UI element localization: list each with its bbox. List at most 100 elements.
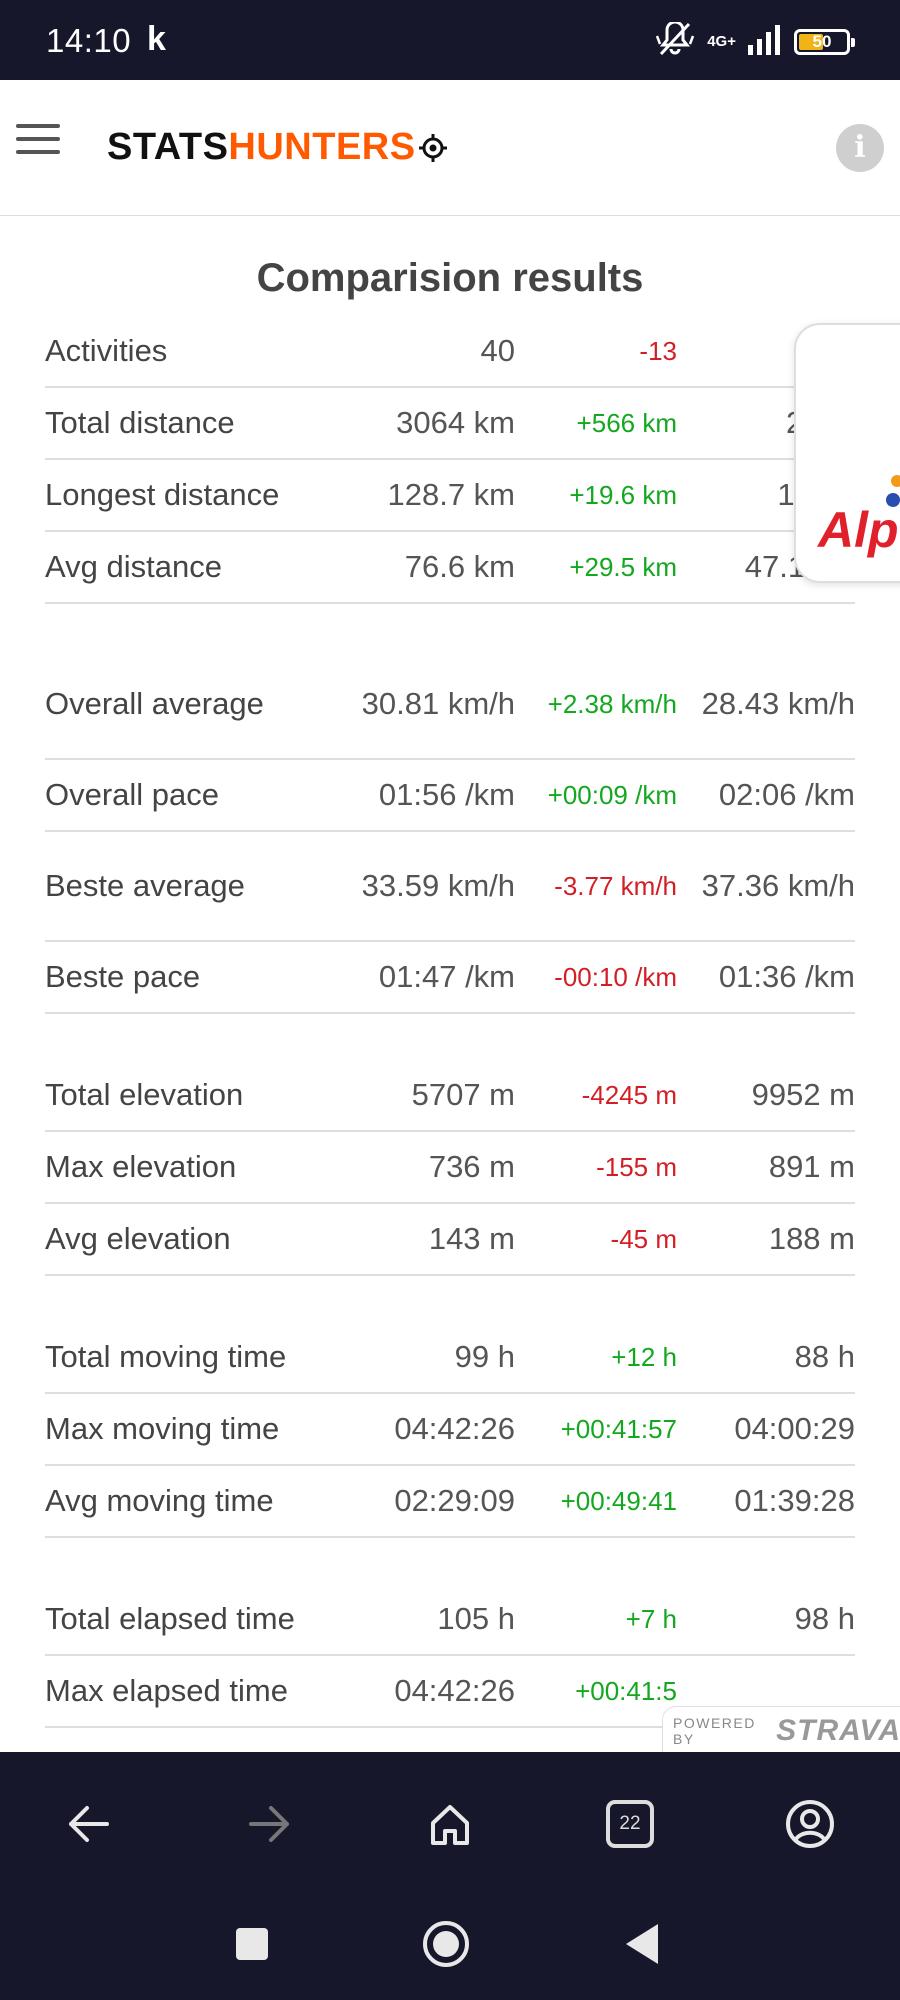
row-value: 01:47 /km (378, 959, 515, 994)
row-value: 02:29:09 (394, 1483, 515, 1518)
row-label: Avg distance (45, 549, 222, 584)
tab-count: 22 (606, 1800, 654, 1848)
page-title: Comparision results (256, 256, 644, 300)
row-diff: -155 m (596, 1151, 677, 1182)
triangle-back-icon[interactable] (612, 1914, 672, 1974)
row-compare-value: 891 m (768, 1149, 855, 1184)
system-nav-bar (0, 1896, 900, 2000)
powered-by-label: POWERED BY (673, 1715, 756, 1747)
row-compare-value: 88 h (794, 1339, 855, 1374)
row-diff: -13 (639, 335, 677, 366)
row-value: 04:42:26 (394, 1673, 515, 1708)
square-icon[interactable] (222, 1914, 282, 1974)
row-value: 30.81 km/h (361, 686, 515, 721)
row-value: 76.6 km (404, 549, 515, 584)
circle-icon[interactable] (416, 1914, 476, 1974)
row-diff: +2.38 km/h (547, 688, 677, 719)
logo-dot-orange (891, 475, 900, 487)
row-label: Total moving time (45, 1339, 287, 1374)
row-diff: -4245 m (581, 1079, 677, 1110)
table-row: Avg elevation 143 m -45 m 188 m (45, 1204, 855, 1276)
info-icon[interactable]: i (836, 124, 884, 172)
content-area[interactable]: Comparision results Activities 40 -13 Total… (0, 216, 900, 1752)
notification-icon: k (147, 20, 166, 58)
row-diff: +00:09 /km (547, 779, 677, 810)
strava-logo: STRAVA (776, 1714, 900, 1747)
row-diff: +00:49:41 (560, 1485, 677, 1516)
powered-by-strava-badge[interactable]: POWERED BY STRAVA (662, 1706, 900, 1752)
account-icon[interactable] (782, 1796, 838, 1852)
row-value: 3064 km (396, 405, 515, 440)
battery-fill (799, 34, 823, 50)
app-logo[interactable]: STATS HUNTERS (107, 126, 448, 169)
row-label: Overall average (45, 686, 264, 721)
browser-toolbar: 22 (0, 1752, 900, 1896)
row-diff: -00:10 /km (554, 961, 677, 992)
menu-icon[interactable] (16, 124, 60, 158)
row-compare-value: 01:39:28 (734, 1483, 855, 1518)
row-label: Avg moving time (45, 1483, 274, 1518)
logo-dot-blue (886, 493, 900, 507)
table-row: Total elapsed time 105 h +7 h 98 h (45, 1584, 855, 1656)
table-row: Beste pace 01:47 /km -00:10 /km 01:36 /km (45, 942, 855, 1014)
row-label: Total elapsed time (45, 1601, 295, 1636)
side-ad-card[interactable]: Alp (794, 323, 900, 583)
row-compare-value: 98 h (794, 1601, 855, 1636)
row-diff: +29.5 km (569, 551, 677, 582)
row-diff: +19.6 km (569, 479, 677, 510)
row-value: 04:42:26 (394, 1411, 515, 1446)
comparison-table: Activities 40 -13 Total distance 3064 km +566… (45, 316, 855, 1728)
row-value: 40 (480, 333, 515, 368)
home-icon[interactable] (422, 1796, 478, 1852)
back-arrow-icon[interactable] (60, 1796, 116, 1852)
row-label: Activities (45, 333, 168, 368)
row-label: Max elapsed time (45, 1673, 288, 1708)
table-row: Avg moving time 02:29:09 +00:49:41 01:39:28 (45, 1466, 855, 1538)
row-value: 736 m (428, 1149, 515, 1184)
signal-icon (748, 24, 782, 60)
table-row: Overall average 30.81 km/h +2.38 km/h 28.43… (45, 650, 855, 760)
row-compare-value: 01:36 /km (718, 959, 855, 994)
row-label: Max elevation (45, 1149, 237, 1184)
app-header: STATS HUNTERS i (0, 80, 900, 216)
row-label: Beste average (45, 868, 245, 903)
table-row: Activities 40 -13 (45, 316, 855, 388)
side-card-logo-text: Alp (818, 502, 899, 558)
row-value: 128.7 km (387, 477, 515, 512)
row-compare-value: 28.43 km/h (701, 686, 855, 721)
row-compare-value: 37.36 km/h (701, 868, 855, 903)
table-row: Max elapsed time 04:42:26 +00:41:5 (45, 1656, 855, 1728)
row-label: Overall pace (45, 777, 220, 812)
table-row: Beste average 33.59 km/h -3.77 km/h 37.36 k… (45, 832, 855, 942)
row-value: 99 h (454, 1339, 515, 1374)
row-value: 105 h (437, 1601, 515, 1636)
tabs-icon[interactable]: 22 (602, 1796, 658, 1852)
row-compare-value: 04:00:29 (734, 1411, 855, 1446)
row-diff: -45 m (610, 1223, 677, 1254)
row-label: Avg elevation (45, 1221, 231, 1256)
row-label: Max moving time (45, 1411, 280, 1446)
row-diff: +566 km (576, 407, 677, 438)
row-value: 5707 m (411, 1077, 515, 1112)
table-row: Overall pace 01:56 /km +00:09 /km 02:06 /km (45, 760, 855, 832)
row-diff: +7 h (625, 1603, 677, 1634)
row-diff: +00:41:5 (575, 1675, 677, 1706)
table-row: Total moving time 99 h +12 h 88 h (45, 1322, 855, 1394)
table-row: Total elevation 5707 m -4245 m 9952 m (45, 1060, 855, 1132)
row-diff: -3.77 km/h (554, 870, 677, 901)
table-row: Max elevation 736 m -155 m 891 m (45, 1132, 855, 1204)
row-diff: +00:41:57 (560, 1413, 677, 1444)
row-label: Beste pace (45, 959, 201, 994)
row-compare-value: 9952 m (751, 1077, 855, 1112)
status-icons: 4G+ 50 (655, 20, 855, 63)
row-value: 01:56 /km (378, 777, 515, 812)
mute-vibrate-icon (655, 20, 695, 63)
network-type: 4G+ (707, 33, 736, 50)
battery-icon: 50 (794, 29, 855, 55)
battery-level: 50 (812, 32, 832, 51)
row-compare-value: 02:06 /km (718, 777, 855, 812)
forward-arrow-icon[interactable] (242, 1796, 298, 1852)
